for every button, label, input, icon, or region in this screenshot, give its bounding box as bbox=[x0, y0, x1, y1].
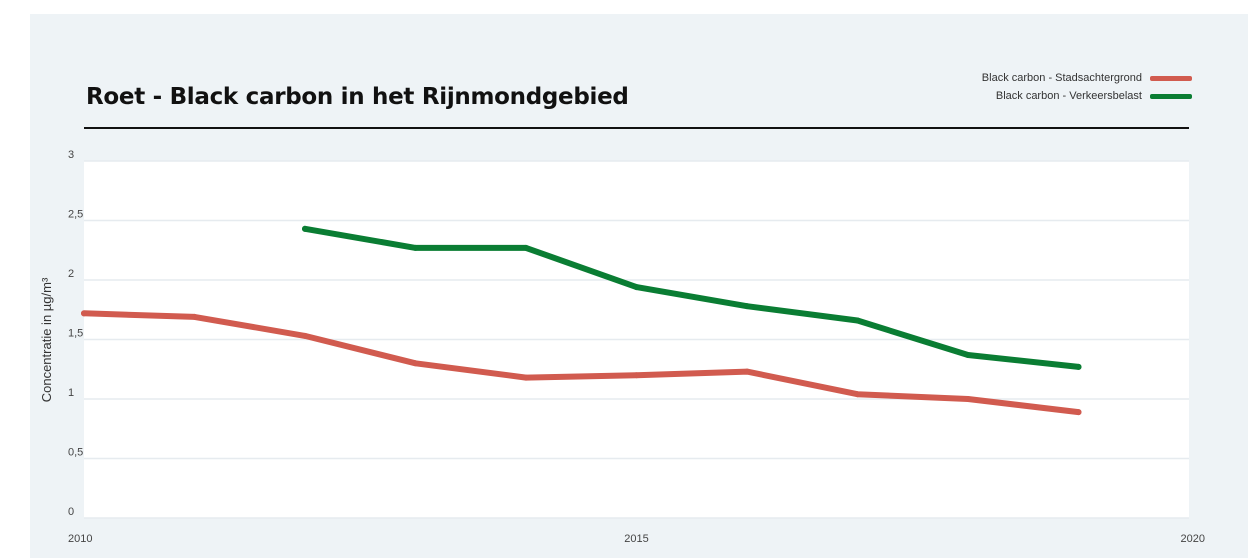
data-point[interactable] bbox=[302, 332, 308, 339]
series-line-1[interactable] bbox=[302, 225, 1082, 370]
y-tick-label: 0,5 bbox=[68, 447, 83, 459]
data-point[interactable] bbox=[1075, 409, 1082, 416]
data-point[interactable] bbox=[523, 374, 529, 381]
y-tick-label: 1 bbox=[68, 387, 74, 399]
x-tick-label: 2020 bbox=[1181, 533, 1205, 545]
title-rule bbox=[84, 127, 1189, 129]
series-line-0[interactable] bbox=[81, 310, 1082, 416]
data-point[interactable] bbox=[412, 360, 419, 367]
chart-title: Roet - Black carbon in het Rijnmondgebie… bbox=[86, 84, 629, 110]
legend-item-stadsachtergrond[interactable]: Black carbon - Stadsachtergrond bbox=[982, 72, 1192, 84]
data-point[interactable] bbox=[302, 225, 308, 232]
x-axis-ticks: 2010 2015 2020 bbox=[68, 533, 1205, 545]
data-point[interactable] bbox=[1075, 363, 1082, 370]
x-tick-label: 2010 bbox=[68, 533, 92, 545]
legend-swatch-stadsachtergrond bbox=[1150, 75, 1192, 81]
x-tick-label: 2015 bbox=[624, 533, 648, 545]
y-tick-label: 2 bbox=[68, 268, 74, 280]
y-axis-label: Concentratie in µg/m³ bbox=[39, 277, 54, 402]
data-point[interactable] bbox=[965, 396, 971, 402]
data-point[interactable] bbox=[744, 368, 750, 375]
data-point[interactable] bbox=[633, 372, 640, 379]
legend: Black carbon - Stadsachtergrond Black ca… bbox=[982, 72, 1192, 102]
data-point[interactable] bbox=[633, 284, 640, 291]
data-point[interactable] bbox=[81, 310, 87, 317]
y-tick-label: 0 bbox=[68, 506, 74, 518]
data-point[interactable] bbox=[965, 351, 971, 358]
data-point[interactable] bbox=[744, 303, 750, 310]
data-point[interactable] bbox=[523, 244, 529, 251]
legend-item-verkeersbelast[interactable]: Black carbon - Verkeersbelast bbox=[996, 90, 1192, 102]
series-lines bbox=[81, 225, 1082, 416]
grid-lines bbox=[84, 160, 1189, 519]
legend-label-stadsachtergrond: Black carbon - Stadsachtergrond bbox=[981, 72, 1142, 84]
legend-swatch-verkeersbelast bbox=[1150, 93, 1192, 99]
data-point[interactable] bbox=[412, 244, 419, 251]
legend-label-verkeersbelast: Black carbon - Verkeersbelast bbox=[995, 90, 1142, 102]
y-axis-ticks: 0 0,5 1 1,5 2 2,5 3 bbox=[68, 149, 83, 518]
y-tick-label: 1,5 bbox=[68, 328, 83, 340]
y-tick-label: 3 bbox=[68, 149, 74, 161]
y-tick-label: 2,5 bbox=[68, 209, 83, 221]
data-point[interactable] bbox=[854, 391, 861, 398]
data-point[interactable] bbox=[854, 317, 861, 324]
data-point[interactable] bbox=[191, 313, 198, 320]
